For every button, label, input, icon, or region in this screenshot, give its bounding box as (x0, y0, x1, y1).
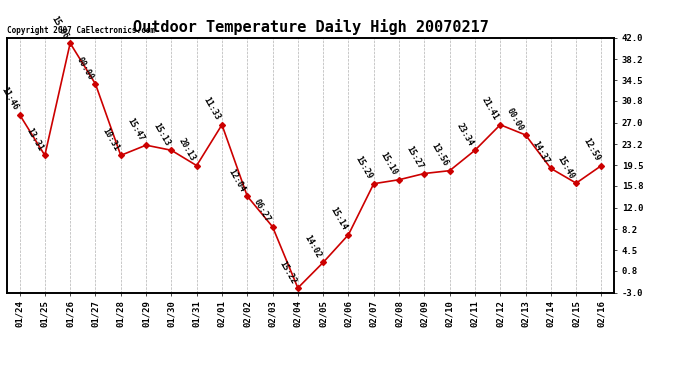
Text: 11:46: 11:46 (0, 86, 19, 112)
Text: 00:00: 00:00 (75, 55, 95, 81)
Text: 15:27: 15:27 (404, 145, 424, 171)
Text: 14:02: 14:02 (303, 234, 323, 260)
Text: 15:14: 15:14 (328, 206, 348, 232)
Text: 20:13: 20:13 (177, 136, 197, 163)
Text: 21:41: 21:41 (480, 96, 500, 122)
Text: 10:31: 10:31 (101, 126, 121, 153)
Text: 13:56: 13:56 (429, 142, 450, 168)
Text: 15:47: 15:47 (126, 116, 146, 142)
Text: Copyright 2007 CaElectronics.com: Copyright 2007 CaElectronics.com (7, 26, 155, 35)
Text: 15:29: 15:29 (353, 155, 374, 181)
Text: 12:04: 12:04 (227, 167, 247, 194)
Text: 13:31: 13:31 (25, 126, 45, 153)
Text: 23:34: 23:34 (455, 122, 475, 147)
Title: Outdoor Temperature Daily High 20070217: Outdoor Temperature Daily High 20070217 (132, 19, 489, 35)
Text: 06:27: 06:27 (253, 198, 273, 224)
Text: 15:06: 15:06 (50, 14, 70, 40)
Text: 14:37: 14:37 (531, 140, 551, 166)
Text: 11:33: 11:33 (201, 96, 222, 122)
Text: 00:00: 00:00 (505, 106, 526, 132)
Text: 15:13: 15:13 (151, 122, 171, 147)
Text: 15:10: 15:10 (379, 151, 399, 177)
Text: 15:40: 15:40 (556, 154, 576, 180)
Text: 15:22: 15:22 (277, 259, 298, 285)
Text: 12:59: 12:59 (581, 136, 602, 163)
